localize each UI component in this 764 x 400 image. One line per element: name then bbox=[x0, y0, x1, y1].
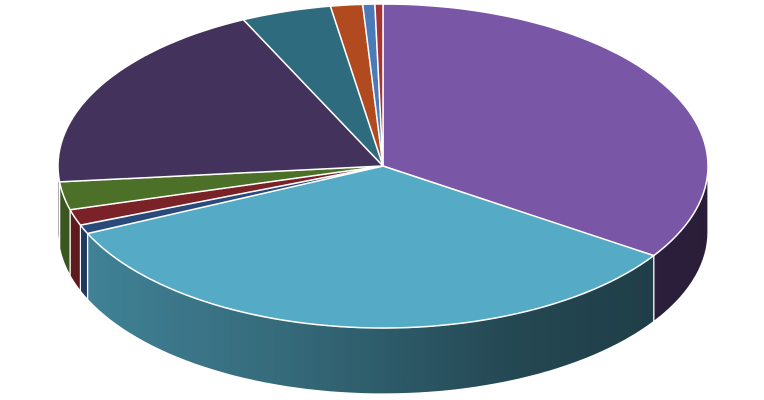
pie-slice-8 bbox=[329, 3, 384, 167]
pie-slice-10 bbox=[374, 3, 384, 167]
pie-slice-5 bbox=[58, 165, 384, 211]
pie-slice-side-3 bbox=[79, 224, 89, 301]
pie-slice-2 bbox=[86, 165, 655, 329]
pie-slice-4 bbox=[69, 165, 384, 226]
pie-slice-6 bbox=[57, 18, 384, 183]
slice-tops bbox=[57, 3, 709, 329]
pie-slice-7 bbox=[242, 5, 384, 167]
